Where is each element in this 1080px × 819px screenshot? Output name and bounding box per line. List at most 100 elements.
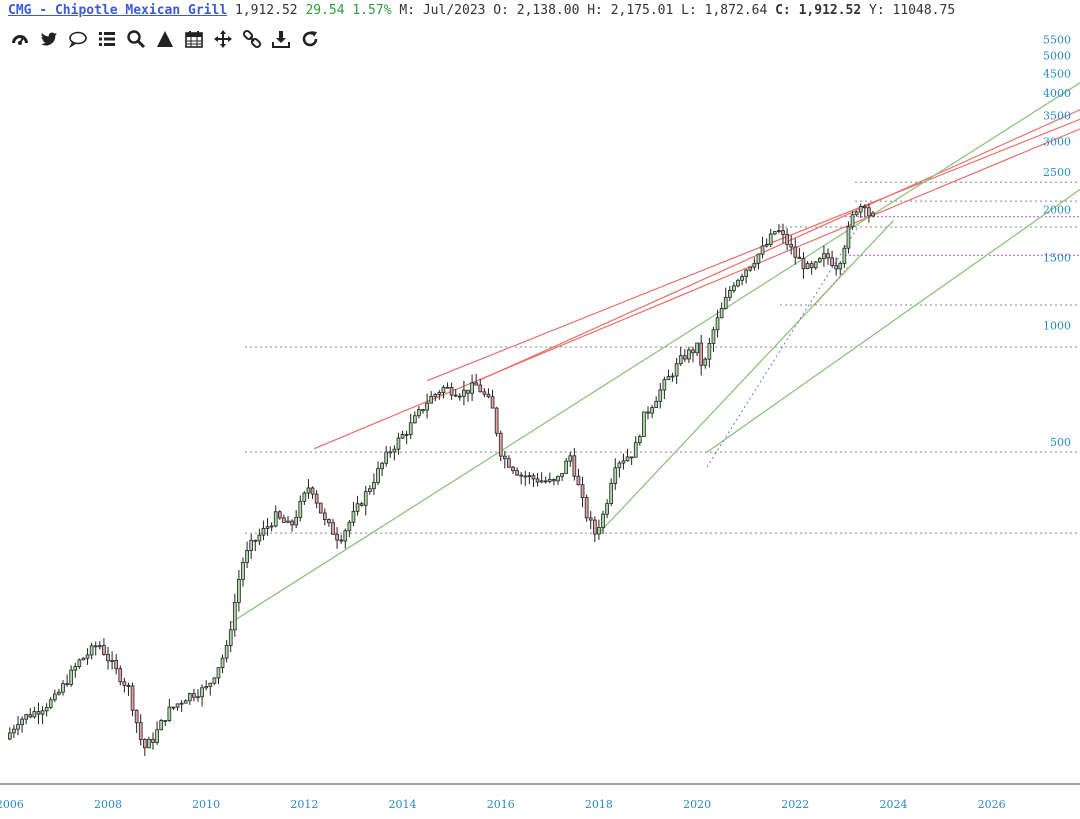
candle bbox=[69, 665, 74, 687]
y-tick-label: 3500 bbox=[1043, 109, 1071, 122]
comment-icon[interactable] bbox=[65, 27, 91, 51]
chart-toolbar bbox=[7, 27, 323, 51]
candle bbox=[572, 448, 577, 481]
candle bbox=[351, 502, 356, 527]
candle bbox=[36, 702, 41, 725]
dashboard-icon[interactable] bbox=[7, 27, 33, 51]
candle bbox=[437, 390, 442, 400]
candle bbox=[204, 680, 209, 691]
candle bbox=[220, 654, 225, 674]
candle bbox=[560, 472, 564, 481]
red-trendline bbox=[480, 109, 1080, 381]
y-tick-label: 4500 bbox=[1043, 67, 1071, 80]
candle bbox=[650, 405, 654, 418]
candle bbox=[625, 448, 630, 462]
candle bbox=[151, 732, 155, 750]
x-axis: 2006 2008 2010 2012 2014 2016 2018 2020 2022 2024… bbox=[0, 798, 1006, 811]
candle bbox=[273, 505, 278, 528]
candle bbox=[809, 260, 814, 275]
candle bbox=[498, 430, 503, 462]
candle bbox=[511, 465, 515, 475]
candle bbox=[335, 527, 339, 549]
download-icon[interactable] bbox=[268, 27, 294, 51]
last-price: 1,912.52 bbox=[234, 3, 298, 18]
candle bbox=[519, 471, 524, 485]
candle bbox=[727, 286, 732, 302]
candle bbox=[396, 432, 401, 455]
move-icon[interactable] bbox=[210, 27, 236, 51]
candle bbox=[355, 495, 360, 516]
symbol-title-link[interactable]: CMG - Chipotle Mexican Grill bbox=[8, 3, 228, 18]
candle bbox=[265, 518, 270, 536]
candle bbox=[187, 692, 192, 705]
candle bbox=[494, 406, 499, 437]
candle bbox=[192, 688, 196, 702]
candle bbox=[347, 519, 352, 538]
candle bbox=[580, 476, 585, 508]
twitter-icon[interactable] bbox=[36, 27, 62, 51]
link-icon[interactable] bbox=[239, 27, 265, 51]
candle bbox=[392, 445, 397, 461]
candle bbox=[457, 393, 462, 401]
list-icon[interactable] bbox=[94, 27, 120, 51]
candle bbox=[179, 700, 184, 713]
candle bbox=[723, 287, 728, 310]
candle bbox=[200, 684, 204, 707]
y-tick-label: 5500 bbox=[1043, 34, 1071, 47]
candle bbox=[858, 203, 863, 219]
y-tick-label: 2500 bbox=[1043, 166, 1071, 179]
x-tick-label: 2018 bbox=[585, 798, 613, 811]
y-tick-label: 500 bbox=[1050, 436, 1071, 449]
candle bbox=[114, 654, 119, 675]
calendar-icon[interactable] bbox=[181, 27, 207, 51]
candle bbox=[282, 514, 286, 523]
candle bbox=[269, 522, 274, 532]
candle bbox=[237, 569, 241, 612]
candle bbox=[515, 467, 519, 477]
candle bbox=[429, 391, 434, 404]
candle bbox=[412, 411, 417, 424]
candle bbox=[813, 260, 818, 270]
candle bbox=[167, 698, 172, 723]
candle bbox=[502, 450, 507, 469]
candle bbox=[417, 406, 421, 419]
candle bbox=[834, 257, 839, 276]
triangle-icon[interactable] bbox=[152, 27, 178, 51]
y-tick-label: 5000 bbox=[1043, 50, 1071, 63]
candle bbox=[372, 473, 376, 496]
candle bbox=[421, 409, 425, 414]
candle bbox=[310, 486, 315, 500]
candle bbox=[339, 534, 344, 544]
candle bbox=[695, 342, 699, 356]
open-label: O: bbox=[493, 3, 509, 18]
candle bbox=[642, 411, 646, 437]
candle bbox=[826, 248, 830, 265]
candle bbox=[12, 724, 16, 739]
x-tick-label: 2026 bbox=[978, 798, 1006, 811]
candle bbox=[617, 460, 622, 478]
candle bbox=[425, 393, 429, 419]
candle bbox=[7, 727, 12, 741]
refresh-icon[interactable] bbox=[297, 27, 323, 51]
candle bbox=[646, 406, 650, 420]
candle bbox=[547, 472, 552, 484]
candle bbox=[28, 708, 33, 719]
candle bbox=[584, 494, 589, 522]
candle bbox=[57, 688, 61, 696]
candle bbox=[850, 211, 855, 230]
x-tick-label: 2012 bbox=[290, 798, 318, 811]
candle bbox=[666, 369, 671, 381]
candle bbox=[130, 682, 135, 717]
candle bbox=[658, 383, 663, 409]
quote-header: CMG - Chipotle Mexican Grill 1,912.52 29… bbox=[8, 3, 955, 18]
candle bbox=[318, 502, 323, 514]
search-icon[interactable] bbox=[123, 27, 149, 51]
candle bbox=[306, 479, 311, 499]
candle bbox=[633, 436, 638, 458]
candle bbox=[159, 718, 164, 731]
candle bbox=[777, 224, 781, 234]
candle bbox=[106, 646, 110, 670]
candle bbox=[817, 257, 822, 264]
candle bbox=[691, 346, 695, 363]
